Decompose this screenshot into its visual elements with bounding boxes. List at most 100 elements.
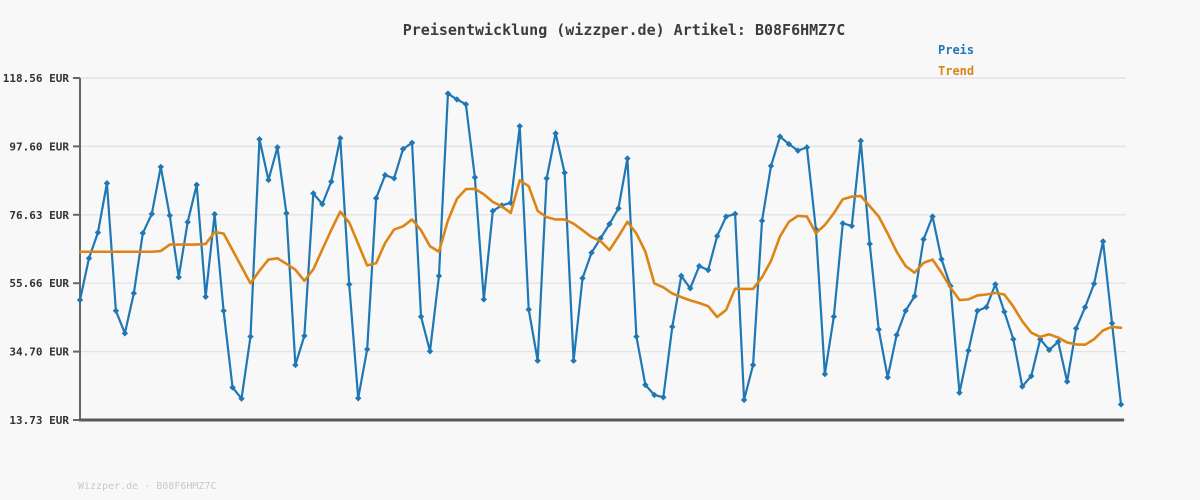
y-tick-label: 55.66 EUR (9, 277, 69, 290)
preis-marker (722, 213, 730, 220)
preis-marker (193, 181, 200, 189)
preis-marker (76, 296, 84, 304)
series-preis (76, 90, 1125, 408)
preis-marker (184, 218, 191, 226)
y-tick-label: 13.73 EUR (9, 414, 69, 427)
preis-marker (1099, 238, 1107, 245)
preis-marker (588, 249, 595, 256)
preis-marker (426, 348, 434, 355)
preis-marker (301, 332, 308, 340)
preis-marker (1117, 401, 1125, 408)
preis-marker (1081, 304, 1089, 311)
preis-marker (1010, 335, 1017, 343)
preis-marker (462, 101, 470, 108)
preis-marker (516, 122, 523, 130)
preis-line (78, 92, 1123, 406)
preis-marker (139, 229, 147, 237)
preis-marker (696, 262, 703, 270)
preis-marker (94, 229, 102, 236)
preis-marker (148, 210, 155, 218)
preis-marker (157, 163, 164, 171)
chart-title: Preisentwicklung (wizzper.de) Artikel: B… (402, 21, 846, 39)
preis-marker (247, 333, 254, 340)
preis-marker (731, 210, 739, 218)
preis-marker (651, 391, 658, 399)
preis-marker (328, 178, 335, 185)
preis-marker (534, 357, 541, 364)
preis-marker (992, 281, 999, 288)
gridlines (80, 77, 1126, 421)
preis-marker (435, 272, 443, 280)
preis-marker (1046, 346, 1053, 354)
preis-marker (1001, 308, 1008, 315)
preis-marker (857, 137, 864, 145)
preis-marker (121, 330, 129, 337)
preis-marker (1054, 338, 1062, 345)
legend-item-trend: Trend (938, 64, 975, 78)
preis-marker (453, 96, 461, 103)
legend-item-preis: Preis (938, 43, 975, 57)
preis-marker (929, 213, 936, 220)
preis-marker (390, 175, 398, 182)
preis-marker (974, 307, 981, 315)
preis-marker (337, 135, 344, 142)
preis-marker (848, 222, 855, 230)
preis-marker (166, 212, 173, 219)
preis-marker (911, 292, 918, 300)
preis-marker (983, 304, 990, 311)
preis-marker (713, 232, 721, 240)
preis-marker (399, 145, 407, 153)
y-axis-ticks (73, 77, 80, 421)
preis-marker (354, 395, 362, 402)
preis-marker (417, 313, 425, 320)
preis-marker (85, 255, 93, 262)
preis-marker (363, 346, 371, 353)
y-tick-label: 34.70 EUR (9, 346, 69, 359)
preis-marker (740, 396, 748, 404)
preis-marker (211, 211, 218, 218)
preis-marker (902, 307, 909, 315)
preis-marker (229, 384, 236, 391)
preis-marker (767, 162, 775, 170)
preis-marker (615, 205, 622, 212)
preis-marker (346, 281, 353, 288)
preis-marker (381, 171, 389, 179)
preis-marker (220, 307, 227, 315)
preis-marker (1090, 280, 1098, 287)
preis-marker (1019, 383, 1026, 390)
preis-marker (794, 147, 802, 154)
preis-marker (624, 155, 631, 162)
preis-marker (570, 357, 577, 364)
preis-marker (561, 169, 568, 177)
preis-marker (875, 326, 882, 333)
preis-marker (884, 374, 891, 381)
preis-marker (749, 361, 757, 369)
preis-marker (776, 133, 784, 140)
preis-marker (202, 293, 209, 300)
preis-marker (283, 210, 290, 217)
preis-marker (1108, 320, 1116, 327)
preis-marker (678, 272, 685, 280)
preis-marker (489, 207, 497, 215)
preis-marker (543, 175, 550, 182)
preis-marker (103, 180, 111, 187)
preis-marker (758, 217, 766, 224)
preis-marker (965, 347, 972, 354)
preis-marker (606, 220, 613, 228)
y-axis-labels: 118.56 EUR 97.60 EUR 76.63 EUR 55.66 EUR 34.… (3, 72, 70, 427)
preis-marker (112, 307, 120, 315)
preis-marker (893, 331, 900, 339)
preis-marker (830, 313, 838, 320)
preis-marker (1028, 372, 1035, 380)
watermark: Wizzper.de - B08F6HMZ7C (78, 481, 217, 492)
preis-marker (319, 200, 326, 208)
preis-marker (633, 333, 640, 340)
preis-marker (507, 199, 514, 207)
y-tick-label: 97.60 EUR (9, 140, 69, 153)
preis-marker (956, 389, 963, 396)
y-tick-label: 76.63 EUR (9, 209, 69, 222)
preis-marker (256, 136, 263, 143)
preis-marker (175, 274, 182, 281)
preis-marker (372, 195, 380, 202)
preis-marker (130, 289, 138, 297)
